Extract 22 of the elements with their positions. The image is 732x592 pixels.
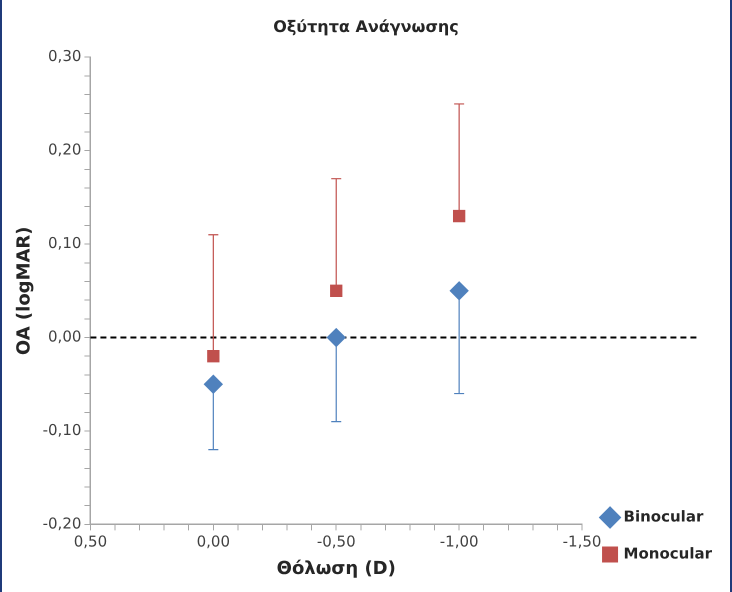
point bbox=[452, 210, 466, 222]
x-axis-title: Θόλωση (D) bbox=[276, 558, 396, 579]
legend-label: Binocular bbox=[624, 507, 704, 526]
legend-label: Monocular bbox=[624, 544, 713, 562]
x-tick-label: 0,50 bbox=[74, 532, 108, 550]
x-tick-label: -1,00 bbox=[440, 532, 479, 550]
point bbox=[450, 281, 469, 300]
y-tick-label: 0,30 bbox=[48, 47, 82, 66]
x-tick-label: -0,50 bbox=[316, 532, 356, 550]
chart-title: Οξύτητα Ανάγνωσης bbox=[273, 16, 459, 36]
x-tick-label: 0,00 bbox=[196, 532, 230, 550]
y-tick-label: -0,10 bbox=[42, 420, 82, 439]
y-axis-title: OA (logMAR) bbox=[13, 226, 34, 356]
y-tick-label: 0,20 bbox=[48, 140, 82, 159]
point bbox=[207, 350, 220, 362]
y-tick-label: 0,00 bbox=[48, 327, 82, 346]
point bbox=[330, 284, 342, 297]
y-tick-label: 0,10 bbox=[48, 234, 82, 252]
x-tick-label: -1,50 bbox=[562, 532, 602, 550]
y-tick-label: -0,20 bbox=[42, 514, 82, 532]
point bbox=[326, 328, 346, 348]
point bbox=[204, 374, 223, 394]
